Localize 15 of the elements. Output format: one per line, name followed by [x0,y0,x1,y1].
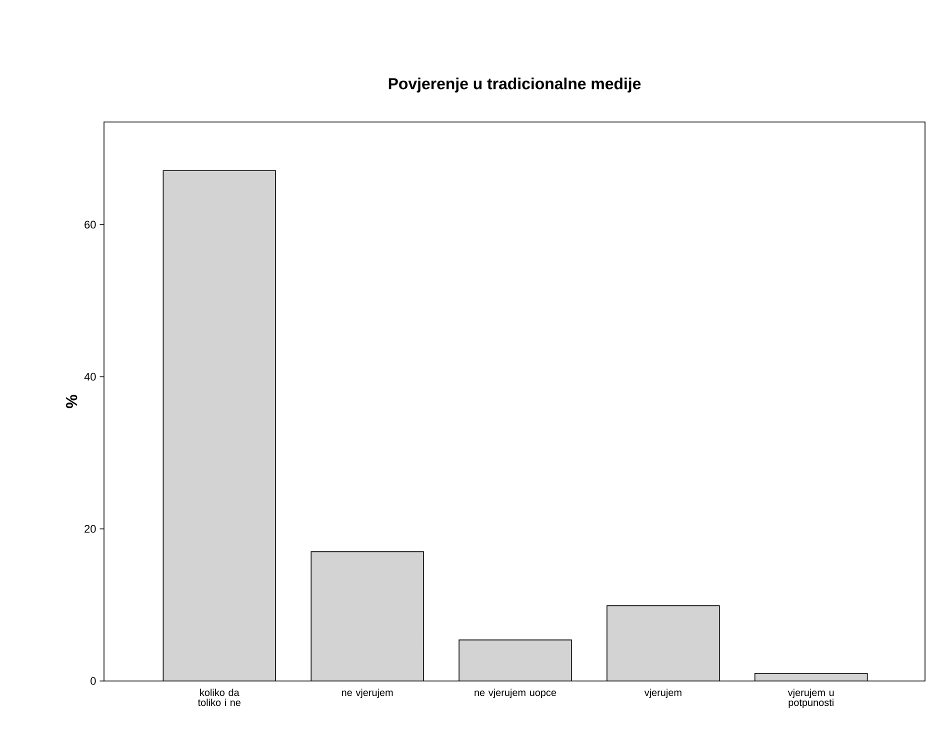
x-tick-label: ne vjerujem uopce [474,688,556,698]
y-tick-label: 40 [84,372,96,381]
x-tick-label: koliko da toliko i ne [198,688,241,706]
x-tick-label: vjerujem u potpunosti [788,688,834,708]
x-tick-label: ne vjerujem [342,688,393,698]
y-tick-label: 0 [90,677,96,685]
x-tick-label: vjerujem [644,688,682,698]
y-axis-title: % [66,394,78,408]
bar [310,551,424,681]
y-tick-label: 60 [84,220,96,229]
y-tick-label: 20 [84,525,96,533]
bar [606,605,720,681]
bar [163,170,276,681]
chart-title: Povjerenje u tradicionalne medije [388,78,641,92]
bar [458,640,572,681]
